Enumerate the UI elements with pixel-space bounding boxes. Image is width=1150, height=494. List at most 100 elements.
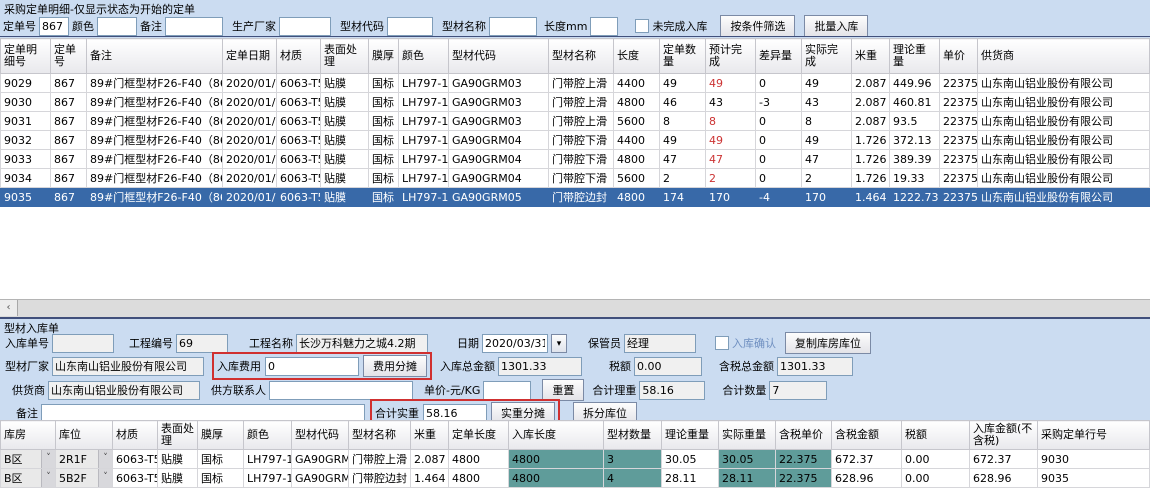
unit-price-input[interactable]	[483, 380, 532, 400]
table-row[interactable]: 903386789#门框型材F26-F40（866+867）2020/01/13…	[0, 149, 1150, 169]
cell: 0	[755, 130, 802, 150]
cell: 国标	[368, 111, 399, 131]
column-header[interactable]: 库房	[0, 420, 56, 450]
keeper-input[interactable]	[624, 333, 696, 353]
inbound-confirm-checkbox[interactable]	[715, 336, 729, 350]
table-row[interactable]: B区˅2R1F˅6063-T5贴膜国标LH797-1LL0GA90GRM03门带…	[0, 449, 1150, 469]
column-header[interactable]: 米重	[851, 38, 890, 74]
date-dropdown-icon[interactable]: ▾	[551, 333, 567, 353]
color-input[interactable]	[97, 16, 137, 36]
combo-dropdown-icon[interactable]: ˅	[41, 469, 55, 487]
column-header[interactable]: 备注	[86, 38, 223, 74]
cell: 6063-T5	[276, 130, 321, 150]
manufacturer-input[interactable]	[279, 16, 331, 36]
remark-field-label: 备注	[16, 407, 38, 420]
column-header[interactable]: 单价	[939, 38, 978, 74]
column-header[interactable]: 预计完成	[705, 38, 756, 74]
factory-input[interactable]	[52, 356, 204, 376]
column-header[interactable]: 定单明细号	[0, 38, 51, 74]
column-header[interactable]: 表面处理	[320, 38, 369, 74]
column-header[interactable]: 材质	[276, 38, 321, 74]
column-header[interactable]: 米重	[410, 420, 449, 450]
copy-warehouse-location-button[interactable]: 复制库房库位	[785, 332, 871, 354]
unfinished-checkbox[interactable]	[635, 19, 650, 33]
project-name-input[interactable]	[296, 333, 428, 353]
column-header[interactable]: 入库金额(不含税)	[969, 420, 1038, 450]
column-header[interactable]: 含税单价	[775, 420, 832, 450]
cell: 门带腔上滑	[548, 111, 614, 131]
reset-button[interactable]: 重置	[542, 379, 585, 401]
column-header[interactable]: 税额	[901, 420, 970, 450]
cell: 2020/01/13	[222, 111, 277, 131]
table-row[interactable]: 903186789#门框型材F26-F40（866+867）2020/01/13…	[0, 111, 1150, 131]
column-header[interactable]: 型材名称	[548, 38, 614, 74]
order-no-input[interactable]	[39, 16, 69, 36]
column-header[interactable]: 含税金额	[831, 420, 902, 450]
combo-cell[interactable]: 2R1F ˅	[55, 449, 113, 469]
tax-input[interactable]	[634, 356, 702, 376]
column-header[interactable]: 库位	[55, 420, 113, 450]
total-qty-input[interactable]	[769, 380, 828, 400]
total-with-tax-input[interactable]	[777, 356, 853, 376]
scroll-left-icon[interactable]: ‹	[0, 300, 18, 316]
column-header[interactable]: 采购定单行号	[1037, 420, 1150, 450]
total-actual-weight-input[interactable]	[423, 403, 487, 423]
column-header[interactable]: 实际完成	[801, 38, 852, 74]
column-header[interactable]: 材质	[112, 420, 158, 450]
remark-field-input[interactable]	[41, 403, 365, 423]
cell: 4800	[508, 449, 604, 469]
column-header[interactable]: 型材数量	[603, 420, 662, 450]
column-header[interactable]: 表面处理	[157, 420, 198, 450]
column-header[interactable]: 差异量	[755, 38, 802, 74]
column-header[interactable]: 定单号	[50, 38, 87, 74]
column-header[interactable]: 定单长度	[448, 420, 509, 450]
column-header[interactable]: 供货商	[977, 38, 1150, 74]
combo-dropdown-icon[interactable]: ˅	[41, 450, 55, 468]
column-header[interactable]: 型材代码	[291, 420, 349, 450]
project-no-input[interactable]	[176, 333, 228, 353]
supplier-contact-input[interactable]	[269, 380, 413, 400]
combo-dropdown-icon[interactable]: ˅	[98, 450, 112, 468]
date-input[interactable]	[482, 333, 548, 353]
table-row[interactable]: B区˅5B2F˅6063-T5贴膜国标LH797-1LL0GA90GRM05门带…	[0, 468, 1150, 488]
length-input[interactable]	[590, 16, 619, 36]
horizontal-scrollbar[interactable]: ‹	[0, 299, 1150, 317]
column-header[interactable]: 型材代码	[448, 38, 549, 74]
supplier-input[interactable]	[48, 380, 200, 400]
column-header[interactable]: 膜厚	[197, 420, 244, 450]
table-row[interactable]: 903086789#门框型材F26-F40（866+867）2020/01/13…	[0, 92, 1150, 112]
column-header[interactable]: 理论重量	[889, 38, 940, 74]
table-row[interactable]: 903486789#门框型材F26-F40（866+867）2020/01/13…	[0, 168, 1150, 188]
column-header[interactable]: 膜厚	[368, 38, 399, 74]
profile-code-input[interactable]	[387, 16, 433, 36]
total-theory-weight-input[interactable]	[639, 380, 706, 400]
table-row[interactable]: 902986789#门框型材F26-F40（866+867）2020/01/13…	[0, 73, 1150, 93]
column-header[interactable]: 定单数量	[659, 38, 706, 74]
total-amount-input[interactable]	[498, 356, 582, 376]
column-header[interactable]: 理论重量	[661, 420, 719, 450]
cell: LH797-1LL0	[243, 449, 292, 469]
column-header[interactable]: 入库长度	[508, 420, 604, 450]
column-header[interactable]: 实际重量	[718, 420, 776, 450]
profile-name-input[interactable]	[489, 16, 537, 36]
inbound-fee-input[interactable]	[265, 356, 359, 376]
factory-label: 型材厂家	[5, 360, 49, 373]
batch-inbound-button[interactable]: 批量入库	[804, 15, 869, 37]
filter-by-condition-button[interactable]: 按条件筛选	[720, 15, 796, 37]
order-detail-table: 定单明细号 定单号 备注 定单日期 材质 表面处理 膜厚 颜色 型材代码 型材名称 长度 定单数量 预计…	[0, 38, 1150, 299]
fee-allocation-button[interactable]: 费用分摊	[363, 355, 427, 377]
column-header[interactable]: 长度	[613, 38, 660, 74]
table-row[interactable]: 903586789#门框型材F26-F40（866+867）2020/01/13…	[0, 187, 1150, 207]
column-header[interactable]: 定单日期	[222, 38, 277, 74]
table-row[interactable]: 903286789#门框型材F26-F40（866+867）2020/01/13…	[0, 130, 1150, 150]
combo-cell[interactable]: B区 ˅	[0, 468, 56, 488]
combo-dropdown-icon[interactable]: ˅	[98, 469, 112, 487]
column-header[interactable]: 颜色	[243, 420, 292, 450]
cell: 6063-T5	[276, 168, 321, 188]
combo-cell[interactable]: 5B2F ˅	[55, 468, 113, 488]
remark-input[interactable]	[165, 16, 223, 36]
column-header[interactable]: 型材名称	[348, 420, 411, 450]
column-header[interactable]: 颜色	[398, 38, 449, 74]
receipt-no-input[interactable]	[52, 333, 114, 353]
combo-cell[interactable]: B区 ˅	[0, 449, 56, 469]
